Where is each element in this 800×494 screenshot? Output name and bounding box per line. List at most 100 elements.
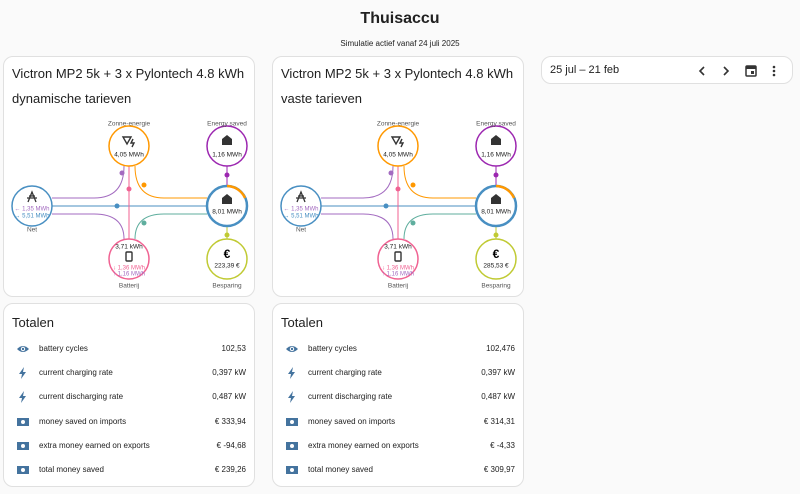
node-value: ← 1,35 MWh [283,207,318,213]
node-value: 4,05 MWh [383,152,413,159]
home-icon [222,194,232,204]
row-label: current discharging rate [308,392,393,402]
energy-flow: Zonne-energie 4,05 MWh Energy saved 1,16 MW… [11,121,249,290]
menu-button[interactable] [772,65,776,77]
node-value: 223,39 € [214,263,240,270]
battery-node [108,238,150,280]
row-value: 0,487 kW [212,392,246,402]
node-value: 1,16 MWh [212,152,242,159]
row-value: 0,487 kW [481,392,515,402]
energy-flow: Zonne-energie 4,05 MWh Energy saved 1,16 MW… [280,121,518,290]
saved-icon [222,135,232,145]
grid-icon [27,190,37,203]
grid-icon [296,190,306,203]
home-arc [226,184,247,199]
row-value: 102,53 [221,344,246,353]
savings-node [206,238,248,280]
row-icon [19,391,26,404]
flow-line [321,213,394,240]
flow-line [134,213,207,240]
saved-node [206,125,248,167]
row-value: € -94,68 [216,440,246,450]
flow-dot [493,172,499,178]
row-icon [286,441,298,450]
calendar-button[interactable] [745,65,757,77]
page-subtitle: Simulatie actief vanaf 24 juli 2025 [340,39,460,48]
date-controls [698,65,776,77]
row-icon [17,346,29,352]
row-label: battery cycles [308,344,357,353]
battery-icon [394,251,402,262]
home-node [474,184,518,228]
node-value: → 5,51 MWh [14,214,49,220]
node-value: 8,01 MWh [481,209,511,216]
solar-node [108,125,150,167]
node-value: ↑ 1,16 MWh [113,272,145,278]
battery-icon [125,251,133,262]
node-value: ← 1,35 MWh [14,207,49,213]
node-value: 3,71 kWh [115,244,143,251]
flow-card: Victron MP2 5k + 3 x Pylontech 4.8 kWh dy… [3,56,255,297]
date-picker: 25 jul – 21 feb [541,56,793,84]
totals-card: Totalen battery cycles 102,476 current char… [272,303,524,487]
node-label: Zonne-energie [108,121,151,128]
prev-button[interactable] [698,66,705,76]
row-icon [286,466,298,474]
date-range[interactable]: 25 jul – 21 feb [550,64,620,76]
row-value: 0,397 kW [481,368,515,378]
saved-icon [491,135,501,145]
next-button[interactable] [723,66,730,76]
flow-line [403,165,476,199]
node-label: Net [296,227,306,234]
grid-node [280,185,322,227]
node-label: Batterij [119,283,139,290]
node-value: 1,16 MWh [481,152,511,159]
flow-line [52,165,125,199]
card-subtitle: vaste tarieven [281,91,362,106]
saved-node [475,125,517,167]
solar-icon [121,136,136,148]
node-value: 8,01 MWh [212,209,242,216]
card-title: Victron MP2 5k + 3 x Pylontech 4.8 kWh [281,66,514,81]
flow-dot [141,182,147,188]
node-value: → 5,51 MWh [283,214,318,220]
flow-dot [114,203,120,209]
row-icon [286,417,298,426]
node-value: ↑ 1,16 MWh [382,272,414,278]
row-label: extra money earned on exports [308,440,419,450]
node-value: 285,53 € [483,263,509,270]
flow-line [52,213,125,240]
row-icon [17,417,29,426]
row-icon [19,367,26,380]
row-value: € 314,31 [483,416,515,426]
solar-node [377,125,419,167]
flow-dot [141,220,147,226]
row-icon [288,391,295,404]
savings-icon: € [493,247,500,261]
row-label: money saved on imports [39,416,127,426]
flow-dot [383,203,389,209]
row-icon [17,441,29,450]
row-icon [288,367,295,380]
row-value: € -4,33 [490,440,515,450]
home-arc [495,184,516,199]
totals-card: Totalen battery cycles 102,53 current charg… [3,303,255,487]
node-value: ↓ 1,36 MWh [382,266,414,272]
flow-card: Victron MP2 5k + 3 x Pylontech 4.8 kWh va… [272,56,524,297]
flow-dot [126,186,132,192]
savings-icon: € [224,247,231,261]
savings-node [475,238,517,280]
flow-line [403,213,476,240]
row-label: current charging rate [308,368,382,378]
row-value: 102,476 [486,344,515,353]
flow-dot [410,220,416,226]
flow-line [134,165,207,199]
flow-line [321,165,394,199]
row-value: € 239,26 [214,465,246,474]
row-value: € 309,97 [483,465,515,474]
node-value: ↓ 1,36 MWh [113,266,145,272]
flow-dot [224,172,230,178]
row-label: total money saved [308,465,373,474]
home-node [205,184,249,228]
battery-node [377,238,419,280]
